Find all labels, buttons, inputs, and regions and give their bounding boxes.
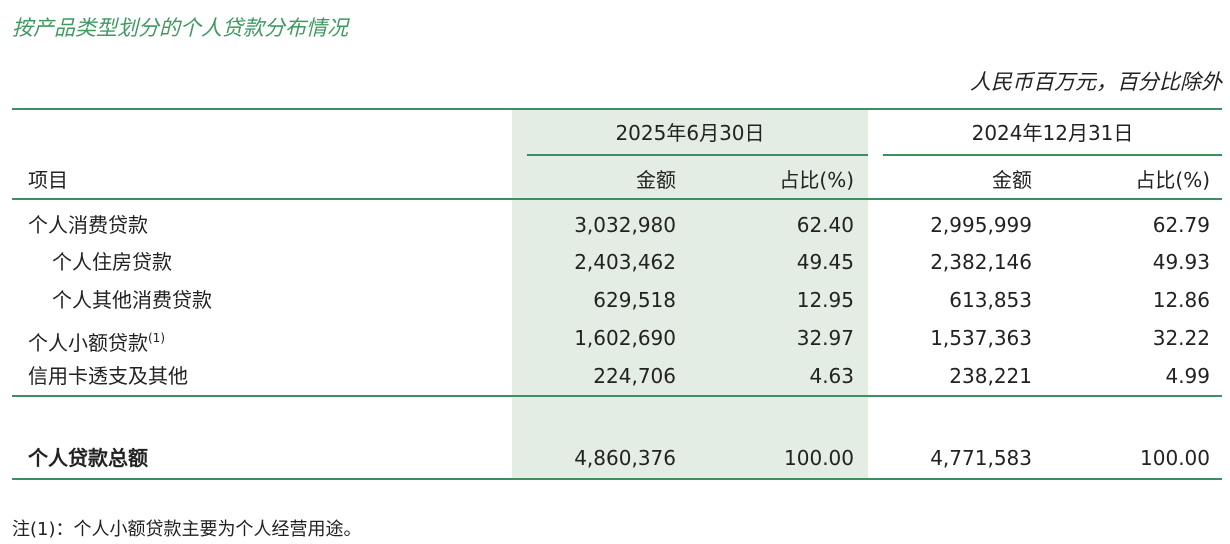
row-label: 个人小额贷款(1) (28, 331, 165, 355)
rule (12, 395, 1222, 397)
column-header: 占比(%) (779, 168, 854, 192)
row-label: 个人其他消费贷款 (52, 288, 212, 312)
unit-note: 人民币百万元，百分比除外 (970, 70, 1222, 94)
cell: 12.86 (1152, 288, 1210, 312)
row-label: 个人住房贷款 (52, 250, 172, 274)
cell: 12.95 (796, 288, 854, 312)
period-header: 2024年12月31日 (971, 121, 1134, 145)
total-cell: 100.00 (1140, 446, 1210, 470)
column-shade (512, 109, 868, 478)
cell: 1,537,363 (930, 326, 1032, 350)
rule (883, 154, 1222, 156)
title: 按产品类型划分的个人贷款分布情况 (12, 16, 348, 40)
cell: 3,032,980 (574, 213, 676, 237)
cell: 49.93 (1152, 250, 1210, 274)
cell: 32.22 (1152, 326, 1210, 350)
cell: 62.79 (1152, 213, 1210, 237)
column-header: 项目 (28, 168, 68, 192)
cell: 238,221 (949, 364, 1032, 388)
cell: 2,382,146 (930, 250, 1032, 274)
cell: 32.97 (796, 326, 854, 350)
cell: 62.40 (796, 213, 854, 237)
rule (527, 154, 868, 156)
rule (12, 108, 1222, 110)
total-cell: 4,771,583 (930, 446, 1032, 470)
total-cell: 4,860,376 (574, 446, 676, 470)
cell: 2,995,999 (930, 213, 1032, 237)
row-label: 信用卡透支及其他 (28, 364, 188, 388)
row-label: 个人消费贷款 (28, 213, 148, 237)
cell: 629,518 (593, 288, 676, 312)
rule (12, 198, 1222, 200)
note-ref: (1) (148, 331, 165, 345)
period-header: 2025年6月30日 (615, 121, 765, 145)
column-header: 金额 (636, 168, 676, 192)
cell: 1,602,690 (574, 326, 676, 350)
column-header: 占比(%) (1135, 168, 1210, 192)
cell: 224,706 (593, 364, 676, 388)
cell: 49.45 (796, 250, 854, 274)
column-header: 金额 (992, 168, 1032, 192)
total-cell: 100.00 (784, 446, 854, 470)
rule (12, 478, 1222, 480)
footnote: 注(1)：个人小额贷款主要为个人经营用途。 (12, 519, 362, 540)
cell: 613,853 (949, 288, 1032, 312)
cell: 4.63 (809, 364, 854, 388)
total-label: 个人贷款总额 (28, 446, 148, 470)
cell: 4.99 (1165, 364, 1210, 388)
cell: 2,403,462 (574, 250, 676, 274)
